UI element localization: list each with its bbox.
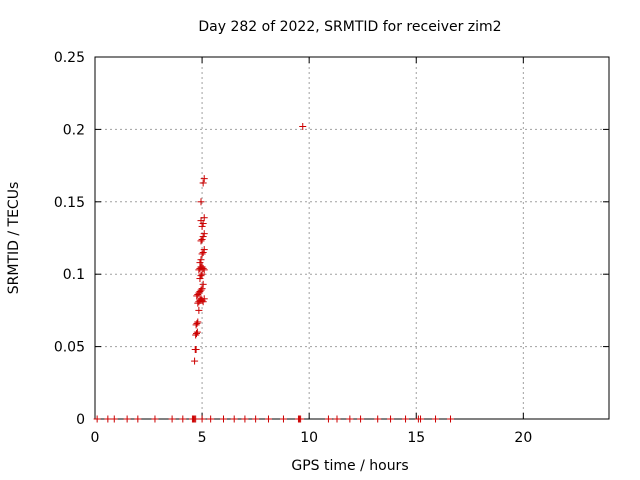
- y-axis-label: SRMTID / TECUs: [6, 182, 22, 295]
- data-point: [199, 179, 207, 187]
- data-point: [192, 415, 200, 423]
- data-point: [199, 233, 207, 241]
- y-tick-label: 0.2: [63, 122, 85, 138]
- data-point: [194, 318, 202, 326]
- data-point: [241, 415, 249, 423]
- y-tick-label: 0.05: [54, 340, 85, 356]
- data-point: [264, 415, 272, 423]
- data-point: [299, 123, 307, 131]
- data-point: [191, 357, 199, 365]
- data-point: [200, 266, 208, 274]
- y-tick-label: 0.1: [63, 267, 85, 283]
- x-tick-label: 5: [198, 430, 207, 446]
- data-point: [357, 415, 365, 423]
- data-point: [192, 331, 200, 339]
- data-point: [196, 275, 204, 283]
- data-point: [93, 415, 101, 423]
- data-point: [198, 415, 206, 423]
- y-tick-label: 0.15: [54, 195, 85, 211]
- data-point: [151, 415, 159, 423]
- data-point: [374, 415, 382, 423]
- data-point: [252, 415, 260, 423]
- data-point: [197, 256, 205, 264]
- chart-title: Day 282 of 2022, SRMTID for receiver zim…: [198, 19, 501, 35]
- data-point: [207, 415, 215, 423]
- data-point: [324, 415, 332, 423]
- data-point: [197, 198, 205, 206]
- data-point: [200, 295, 208, 303]
- x-tick-label: 20: [514, 430, 532, 446]
- data-point: [402, 415, 410, 423]
- x-tick-label: 15: [407, 430, 425, 446]
- data-point: [199, 298, 207, 306]
- data-point: [200, 230, 208, 238]
- data-point: [198, 235, 206, 243]
- tick-labels: 0 5 10 15 20 0 0.05 0.1 0.15 0.2 0.25: [54, 50, 532, 446]
- grid-lines: [95, 57, 609, 419]
- data-point: [134, 415, 142, 423]
- data-point: [220, 415, 227, 423]
- data-point: [346, 415, 354, 423]
- data-point: [198, 270, 206, 278]
- data-point: [179, 415, 187, 423]
- data-point: [110, 415, 118, 423]
- data-point: [199, 248, 207, 256]
- data-point: [192, 321, 200, 329]
- data-point: [200, 246, 208, 254]
- x-tick-label: 0: [91, 430, 100, 446]
- data-point: [123, 415, 131, 423]
- data-point: [200, 214, 208, 222]
- data-point: [199, 280, 207, 288]
- axis-ticks: [94, 56, 609, 420]
- data-point: [333, 415, 341, 423]
- data-point: [279, 415, 287, 423]
- data-point: [104, 415, 112, 423]
- data-point: [387, 415, 395, 423]
- data-point: [417, 415, 425, 423]
- x-axis-label: GPS time / hours: [291, 458, 408, 474]
- x-tick-label: 10: [300, 430, 318, 446]
- data-point: [197, 217, 205, 225]
- data-point: [197, 237, 205, 245]
- data-point: [198, 285, 206, 293]
- data-point: [195, 306, 203, 314]
- y-tick-label: 0: [76, 412, 85, 428]
- data-point: [198, 250, 206, 258]
- y-tick-label: 0.25: [54, 50, 85, 66]
- data-points: [93, 123, 455, 423]
- data-point: [197, 286, 205, 294]
- plot-frame: [94, 56, 610, 420]
- data-point: [297, 415, 305, 423]
- data-point: [168, 415, 176, 423]
- data-point: [200, 175, 208, 183]
- data-point: [447, 415, 455, 423]
- data-point: [432, 415, 440, 423]
- data-point: [193, 319, 201, 327]
- data-point: [197, 272, 205, 280]
- data-point: [193, 328, 201, 336]
- data-point: [199, 264, 207, 272]
- data-point: [230, 415, 238, 423]
- data-point: [196, 259, 204, 267]
- data-point: [198, 222, 206, 230]
- data-point: [192, 345, 200, 353]
- data-point: [193, 330, 201, 338]
